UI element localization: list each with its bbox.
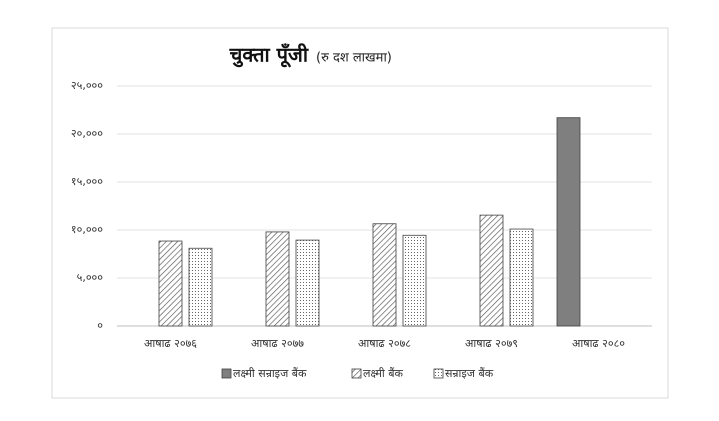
x-tick-label: आषाढ २०७७ <box>251 337 304 350</box>
chart-subtitle: (रु दश लाखमा) <box>316 51 392 66</box>
legend-label: लक्ष्मी सन्राइज बैंक <box>233 367 307 380</box>
legend-swatch <box>433 368 444 379</box>
x-tick-label: आषाढ २०७६ <box>144 337 197 350</box>
x-tick-label: आषाढ २०७८ <box>358 337 411 350</box>
y-tick-label: २०,००० <box>71 127 103 140</box>
y-tick-label: १०,००० <box>71 223 103 236</box>
y-tick-label: ५,००० <box>77 271 104 284</box>
bar <box>509 228 534 327</box>
bar <box>479 214 504 327</box>
legend-swatch <box>351 368 362 379</box>
x-tick-label: आषाढ २०८० <box>572 337 625 350</box>
chart-title: चुक्ता पूँजी <box>229 43 309 68</box>
bar <box>295 239 320 327</box>
y-tick-label: २५,००० <box>71 79 103 92</box>
y-tick-label: १५,००० <box>71 175 103 188</box>
bar <box>158 240 183 327</box>
bar <box>372 223 397 327</box>
legend-swatch <box>221 368 232 379</box>
bar <box>188 247 213 327</box>
y-tick-label: ० <box>97 319 103 332</box>
bar <box>265 231 290 327</box>
x-tick-label: आषाढ २०७९ <box>465 337 518 350</box>
legend-label: लक्ष्मी बैंक <box>363 367 404 380</box>
bar <box>556 117 581 327</box>
bar <box>402 234 427 327</box>
legend-label: सन्राइज बैंक <box>445 367 494 380</box>
